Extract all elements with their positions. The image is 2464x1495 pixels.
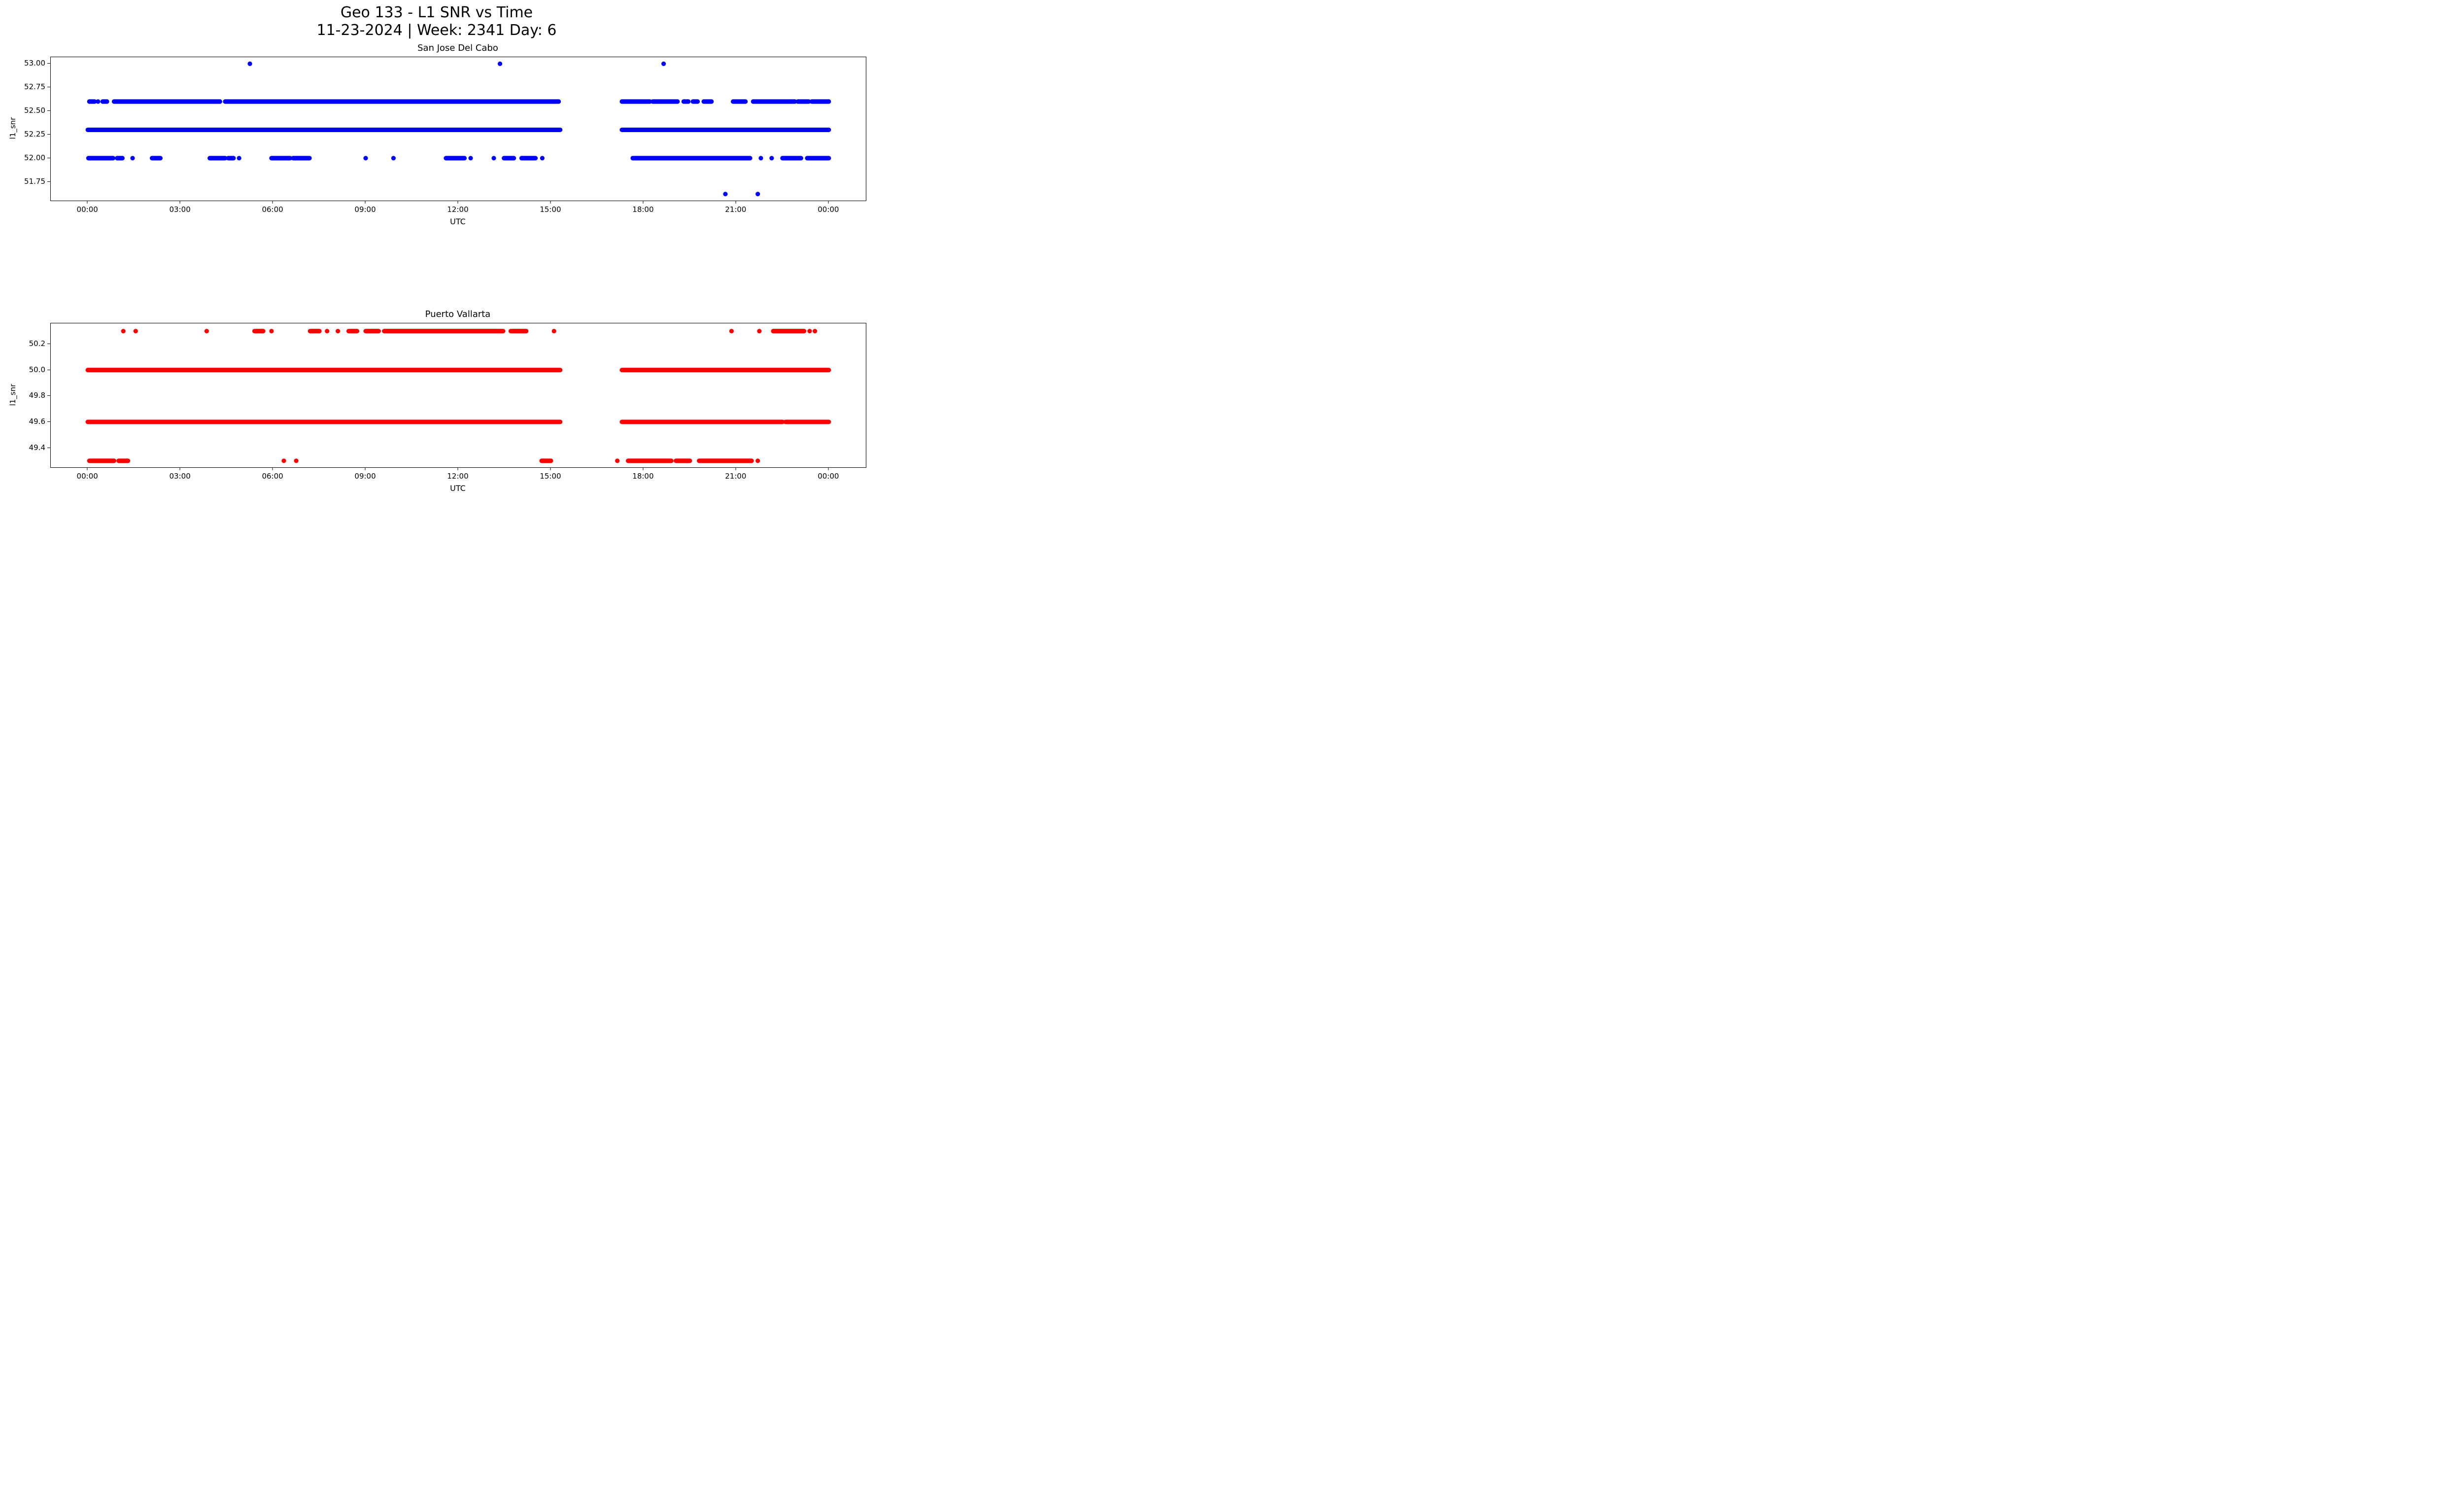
y-tick-mark bbox=[47, 181, 50, 182]
scatter-canvas-puerto-vallarta bbox=[51, 323, 866, 467]
subplot-title-san-jose-del-cabo: San Jose Del Cabo bbox=[417, 43, 498, 53]
y-tick-mark bbox=[47, 134, 50, 135]
y-tick-label: 52.00 bbox=[24, 153, 45, 162]
subplot-title-puerto-vallarta: Puerto Vallarta bbox=[425, 309, 491, 319]
y-tick-label: 49.8 bbox=[29, 391, 45, 400]
x-tick-label: 15:00 bbox=[540, 205, 561, 214]
y-tick-mark bbox=[47, 421, 50, 422]
figure-title: Geo 133 - L1 SNR vs Time bbox=[340, 4, 533, 21]
y-tick-label: 50.0 bbox=[29, 365, 45, 374]
x-tick-mark bbox=[365, 467, 366, 470]
x-tick-label: 12:00 bbox=[447, 472, 469, 481]
x-tick-label: 21:00 bbox=[725, 472, 747, 481]
x-tick-label: 00:00 bbox=[76, 205, 98, 214]
y-tick-label: 53.00 bbox=[24, 59, 45, 68]
x-tick-label: 21:00 bbox=[725, 205, 747, 214]
y-tick-mark bbox=[47, 63, 50, 64]
y-tick-mark bbox=[47, 110, 50, 111]
x-tick-label: 06:00 bbox=[262, 472, 283, 481]
x-tick-label: 09:00 bbox=[354, 472, 376, 481]
y-axis-label-bottom: l1_snr bbox=[8, 383, 17, 406]
y-tick-label: 49.4 bbox=[29, 443, 45, 452]
x-tick-label: 03:00 bbox=[169, 205, 191, 214]
x-tick-mark bbox=[87, 201, 88, 204]
scatter-canvas-san-jose-del-cabo bbox=[51, 57, 866, 201]
plot-area-puerto-vallarta bbox=[50, 323, 866, 468]
x-tick-label: 00:00 bbox=[818, 205, 839, 214]
x-tick-label: 00:00 bbox=[818, 472, 839, 481]
x-tick-label: 00:00 bbox=[76, 472, 98, 481]
x-tick-mark bbox=[735, 201, 736, 204]
figure-subtitle: 11-23-2024 | Week: 2341 Day: 6 bbox=[316, 22, 557, 39]
y-tick-label: 52.75 bbox=[24, 82, 45, 92]
x-tick-label: 03:00 bbox=[169, 472, 191, 481]
y-tick-label: 52.25 bbox=[24, 129, 45, 139]
y-tick-label: 52.50 bbox=[24, 106, 45, 115]
x-axis-label-bottom: UTC bbox=[450, 484, 466, 493]
x-tick-mark bbox=[87, 467, 88, 470]
x-tick-label: 15:00 bbox=[540, 472, 561, 481]
x-tick-mark bbox=[735, 467, 736, 470]
y-tick-label: 50.2 bbox=[29, 339, 45, 348]
x-tick-label: 09:00 bbox=[354, 205, 376, 214]
x-tick-label: 06:00 bbox=[262, 205, 283, 214]
y-tick-mark bbox=[47, 395, 50, 396]
y-tick-label: 49.6 bbox=[29, 417, 45, 426]
x-tick-label: 18:00 bbox=[632, 472, 654, 481]
x-tick-label: 18:00 bbox=[632, 205, 654, 214]
x-tick-mark bbox=[365, 201, 366, 204]
y-tick-label: 51.75 bbox=[24, 176, 45, 186]
x-tick-label: 12:00 bbox=[447, 205, 469, 214]
figure: Geo 133 - L1 SNR vs Time 11-23-2024 | We… bbox=[0, 0, 873, 498]
x-axis-label-top: UTC bbox=[450, 217, 466, 226]
plot-area-san-jose-del-cabo bbox=[50, 57, 866, 201]
y-axis-label-top: l1_snr bbox=[8, 117, 17, 139]
